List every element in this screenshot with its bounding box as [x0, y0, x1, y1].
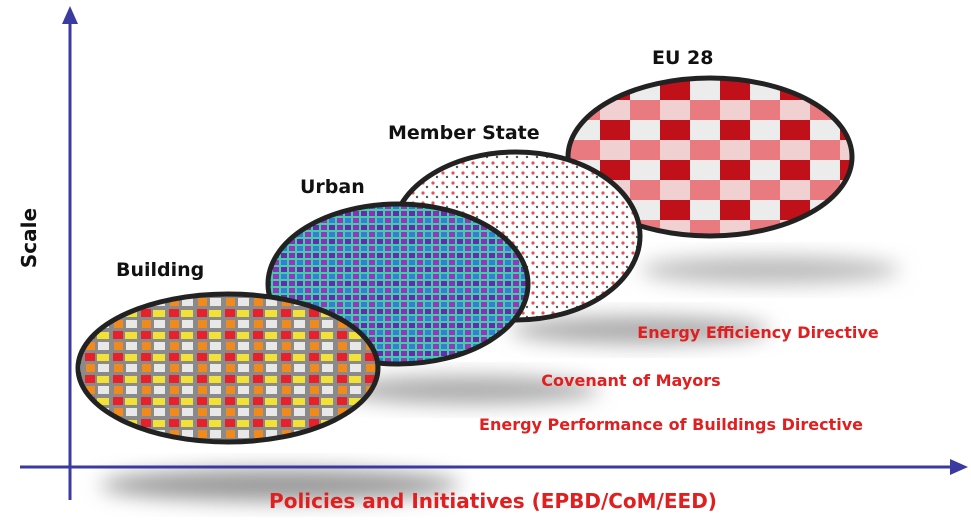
shadow [640, 256, 900, 284]
y-axis-label: Scale [17, 208, 41, 268]
policy: Energy Performance of Buildings Directiv… [479, 415, 863, 434]
level-label: EU 28 [652, 47, 713, 69]
y-arrow [62, 6, 78, 24]
level-label: Urban [300, 176, 365, 198]
level-label: Member State [388, 122, 540, 144]
x-arrow [950, 459, 968, 475]
x-axis-label: Policies and Initiatives (EPBD/CoM/EED) [269, 489, 717, 513]
level-label: Building [116, 259, 204, 281]
policy: Energy Efficiency Directive [637, 323, 879, 342]
diagram: Building Urban Member State EU 28 Energy… [0, 0, 971, 520]
policy: Covenant of Mayors [541, 371, 720, 390]
building-map [78, 294, 378, 442]
